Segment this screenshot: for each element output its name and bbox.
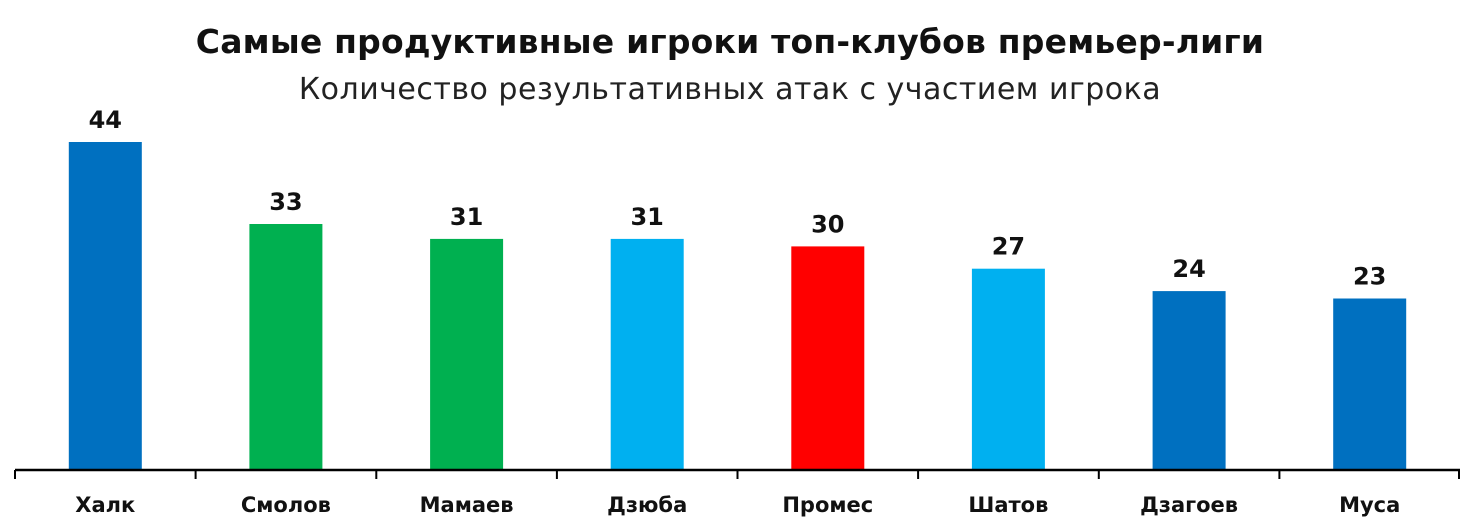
- chart-subtitle: Количество результативных атак с участие…: [298, 72, 1162, 107]
- bar-3: [430, 238, 504, 470]
- bars-group: [68, 142, 1407, 470]
- value-label-4: 31: [630, 203, 663, 231]
- chart-title: Самые продуктивные игроки топ-клубов пре…: [195, 22, 1265, 61]
- bar-5: [791, 246, 865, 470]
- x-tick-label-6: Шатов: [968, 493, 1048, 517]
- bar-2: [249, 224, 323, 470]
- x-tick-label-3: Мамаев: [420, 493, 514, 517]
- x-tick-label-5: Промес: [782, 493, 873, 517]
- x-tick-label-8: Муса: [1339, 493, 1400, 517]
- x-axis: [14, 468, 1460, 479]
- bar-7: [1152, 291, 1226, 470]
- x-tick-label-1: Халк: [75, 493, 135, 517]
- x-tick-label-7: Дзагоев: [1140, 493, 1238, 517]
- x-tick-labels-group: Халк Смолов Мамаев Дзюба Промес Шатов Дзагоев М…: [75, 493, 1400, 517]
- value-label-1: 44: [89, 106, 122, 134]
- bar-6: [971, 268, 1045, 470]
- bar-4: [610, 238, 684, 470]
- x-tick-label-2: Смолов: [241, 493, 331, 517]
- value-label-6: 27: [992, 233, 1025, 261]
- bar-1: [68, 142, 142, 470]
- value-label-3: 31: [450, 203, 483, 231]
- x-tick-label-4: Дзюба: [607, 493, 687, 517]
- value-label-8: 23: [1353, 263, 1386, 291]
- value-labels-group: 44 33 31 31 30 27 24 23: [89, 106, 1387, 291]
- bar-8: [1333, 298, 1407, 470]
- value-label-2: 33: [269, 188, 302, 216]
- value-label-7: 24: [1172, 255, 1205, 283]
- value-label-5: 30: [811, 210, 844, 238]
